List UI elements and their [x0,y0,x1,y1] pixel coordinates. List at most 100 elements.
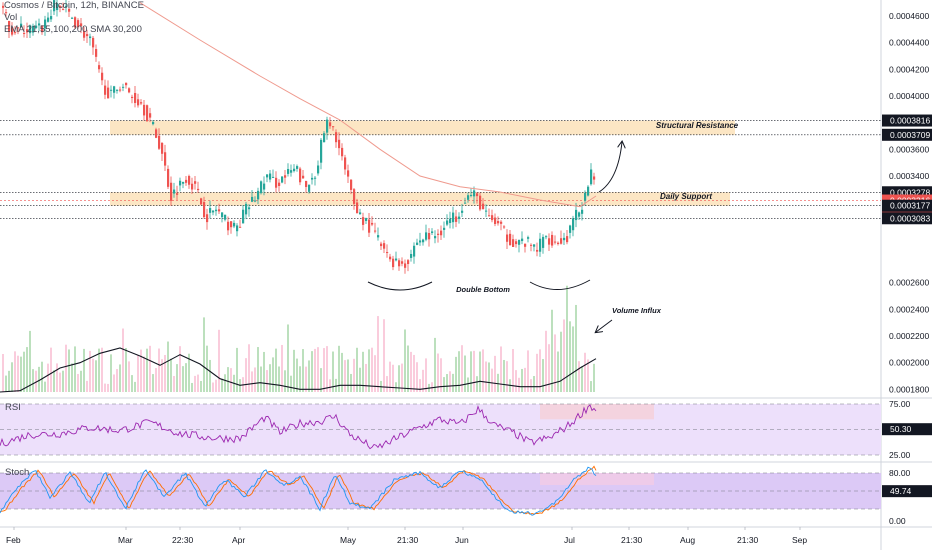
volume-bar [251,371,253,392]
candle-body [524,243,527,247]
candle-body [548,238,551,245]
candle-body [20,23,23,28]
volume-bar [587,359,589,392]
candle-body [143,104,146,116]
volume-bar [212,382,214,392]
candle-body [368,219,371,233]
volume-bar [476,376,478,392]
volume-bar [416,362,418,392]
candle-body [290,170,293,173]
volume-bar [425,358,427,392]
volume-bar [515,370,517,392]
candle-body [353,189,356,204]
candle-body [146,105,149,122]
volume-bar [392,364,394,392]
candle-body [116,89,119,91]
volume-bar [563,319,565,392]
candle-body [155,129,158,138]
candle-body [176,193,179,195]
candle-body [395,258,398,261]
volume-bar [260,366,262,392]
volume-bar [407,345,409,392]
candle-body [302,175,305,179]
price-label-text: 0.0003083 [890,213,930,223]
volume-bar [182,366,184,392]
volume-bar [365,363,367,392]
candle-body [398,260,401,267]
candle-body [356,202,359,214]
candle-body [14,32,17,34]
candle-body [557,242,560,244]
volume-bar [59,372,61,392]
candle-body [566,236,569,243]
volume-bar [119,364,121,392]
volume-bar [146,348,148,392]
volume-bar [413,354,415,392]
candle-body [590,169,593,185]
volume-bar [353,358,355,392]
candle-body [287,169,290,174]
candle-body [575,209,578,221]
volume-bar [263,351,265,392]
volume-bar [344,360,346,392]
candle-body [572,218,575,231]
volume-bar [485,361,487,392]
daily-support-label: Daily Support [660,192,712,201]
volume-bar [269,364,271,392]
candle-body [137,99,140,106]
volume-bar [386,376,388,392]
candle-body [134,92,137,103]
candle-body [209,208,212,213]
volume-bar [347,359,349,392]
volume-bar [389,361,391,392]
candle-body [389,256,392,260]
volume-bar [317,347,319,392]
candle-body [536,249,539,252]
volume-bar [170,358,172,392]
candle-body [359,212,362,215]
candle-body [569,225,572,233]
breakout-arrow [598,142,622,193]
price-label-text: 0.0003278 [890,187,930,197]
volume-bar [179,346,181,392]
candle-body [296,166,299,169]
volume-bar [566,285,568,392]
price-label-box [882,114,932,127]
volume-bar [377,316,379,392]
candle-body [464,202,467,204]
candle-body [227,221,230,231]
volume-bar [284,370,286,392]
candle-body [446,220,449,225]
volume-influx-label: Volume Influx [612,306,662,315]
double-bottom-right-arc [529,279,591,291]
candle-body [335,132,338,143]
candle-body [476,193,479,197]
volume-bar [164,354,166,392]
price-tick-label: 0.0004000 [889,91,929,101]
volume-bar [191,382,193,392]
volume-bar [551,309,553,392]
double-bottom-left-arc [367,281,433,291]
candle-body [239,226,242,228]
chart-legend: Cosmos / Bitcoin, 12h, BINANCE Vol EMA 2… [4,0,144,36]
volume-bar [128,361,130,392]
volume-bar [314,348,316,392]
candle-body [326,119,329,133]
candle-body [38,23,41,26]
time-tick-label: 22:30 [172,535,194,545]
candle-body [47,17,50,22]
candle-body [521,238,524,242]
candle-body [71,17,74,19]
time-tick-label: May [340,535,357,545]
candle-body [530,244,533,246]
candle-body [110,89,113,91]
volume-bar [197,374,199,392]
candle-body [83,31,86,38]
time-tick-label: 21:30 [397,535,419,545]
candle-body [440,230,443,236]
volume-bar [149,345,151,392]
volume-bar [341,352,343,392]
candle-body [224,214,227,220]
